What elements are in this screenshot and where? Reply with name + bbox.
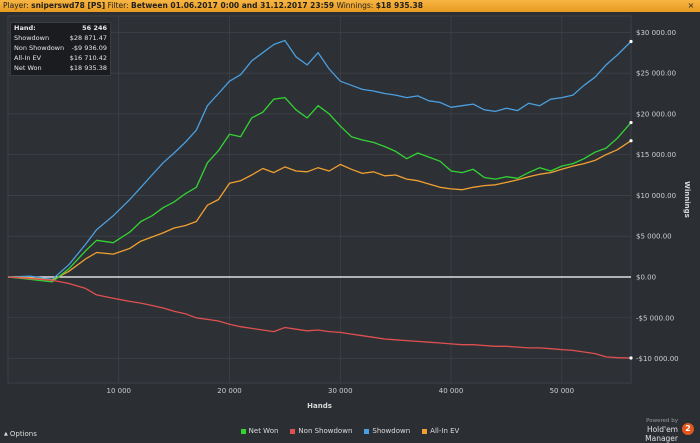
x-tick-label: 30 000 [328, 387, 353, 395]
y-tick-label: $25 000.00 [636, 70, 676, 78]
stats-value: $18 935.38 [69, 64, 107, 72]
stats-panel: Hand: 56 246 Showdown $28 871.47 Non Showd… [10, 22, 111, 76]
series-end-point [629, 120, 633, 125]
close-icon[interactable]: × [687, 1, 695, 10]
legend-swatch [364, 428, 370, 434]
x-axis-title: Hands [307, 402, 332, 410]
player-label: Player: [3, 1, 29, 10]
y-tick-label: -$10 000.00 [636, 355, 679, 363]
stats-row-showdown: Showdown $28 871.47 [11, 33, 110, 43]
stats-label: Non Showdown [14, 44, 65, 52]
winnings-chart: -$10 000.00 -$5 000.00 $0.00 $5 000.00 $10 0… [7, 15, 691, 410]
stats-value: $28 871.47 [69, 34, 107, 42]
player-value: sniperswd78 [PS] [31, 1, 106, 10]
title-bar: Player: sniperswd78 [PS] Filter: Between… [0, 0, 700, 12]
options-button[interactable]: ▲ Options [4, 428, 37, 439]
stats-row-hands: Hand: 56 246 [11, 23, 110, 33]
x-tick-label: 10 000 [107, 387, 132, 395]
stats-row-non-showdown: Non Showdown -$9 936.09 [11, 43, 110, 53]
stats-value: $16 710.42 [69, 54, 107, 62]
series-showdown-line [7, 39, 632, 281]
series-allin-ev-line [7, 140, 632, 281]
stats-label: All-In EV [14, 54, 42, 62]
stats-row-net-won: Net Won $18 935.38 [11, 63, 110, 73]
legend-item-net-won[interactable]: Net Won [240, 424, 279, 438]
y-tick-label: $30 000.00 [636, 29, 676, 37]
stats-label: Showdown [14, 34, 50, 42]
legend-item-allin-ev[interactable]: All-In EV [422, 424, 459, 438]
legend-label: Non Showdown [298, 427, 353, 435]
stats-label: Net Won [14, 64, 42, 72]
y-tick-label: $20 000.00 [636, 110, 676, 118]
x-tick-label: 40 000 [439, 387, 464, 395]
legend-label: All-In EV [430, 427, 460, 435]
stats-value: 56 246 [82, 24, 107, 32]
series-net-won-line [7, 96, 632, 283]
brand-name: Hold'em Manager [645, 425, 678, 443]
y-tick-label: $5 000.00 [636, 233, 672, 241]
chart-legend: Net Won Non Showdown Showdown All-In EV [0, 424, 700, 438]
y-axis-title: Winnings [683, 181, 691, 218]
filter-label: Filter: [107, 1, 129, 10]
x-tick-label: 20 000 [217, 387, 242, 395]
stats-value: -$9 936.09 [71, 44, 107, 52]
legend-swatch [422, 428, 428, 434]
filter-value: Between 01.06.2017 0:00 and 31.12.2017 2… [130, 1, 335, 10]
series-end-point [629, 356, 633, 360]
legend-label: Net Won [248, 427, 279, 435]
legend-item-non-showdown[interactable]: Non Showdown [290, 424, 352, 438]
chevron-up-icon: ▲ [4, 430, 8, 437]
legend-item-showdown[interactable]: Showdown [364, 424, 410, 438]
stats-label: Hand: [14, 24, 36, 32]
series-end-point [629, 39, 633, 44]
options-label: Options [9, 429, 37, 438]
series-end-point [629, 139, 633, 143]
winnings-label: Winnings: [336, 1, 374, 10]
brand-powered-by: Powered by [646, 418, 678, 424]
legend-swatch [290, 428, 296, 434]
hm2-logo-icon: 2 [682, 423, 694, 435]
y-tick-label: $15 000.00 [636, 151, 676, 159]
series-non-showdown-line [7, 276, 632, 359]
brand-block: Powered by Hold'em Manager 2 [614, 418, 694, 443]
y-tick-label: -$5 000.00 [636, 314, 674, 322]
plot-area [7, 15, 632, 384]
winnings-value: $18 935.38 [375, 1, 423, 10]
y-tick-label: $10 000.00 [636, 192, 676, 200]
x-tick-label: 50 000 [550, 387, 575, 395]
stats-row-allin-ev: All-In EV $16 710.42 [11, 53, 110, 63]
y-tick-label: $0.00 [636, 273, 656, 281]
legend-swatch [240, 428, 246, 434]
legend-label: Showdown [372, 427, 411, 435]
